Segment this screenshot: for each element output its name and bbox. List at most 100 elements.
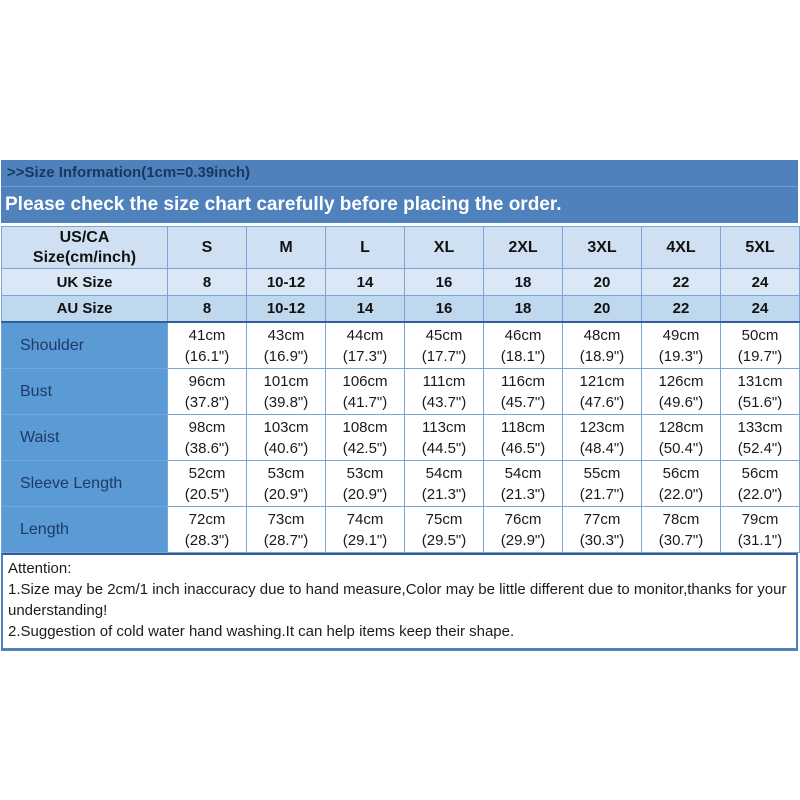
measure-cell: 48cm (18.9") [562,321,642,369]
measure-cm: 44cm [346,326,384,344]
measure-inch: (21.7") [579,485,625,503]
col-header-l: L [325,226,405,269]
measure-cm: 56cm [741,464,779,482]
measure-cell: 73cm (28.7") [246,506,326,553]
measure-inch: (19.3") [658,347,704,365]
attention-box: Attention: 1.Size may be 2cm/1 inch inac… [1,553,798,651]
measure-cm: 103cm [263,418,309,436]
measure-cm: 72cm [188,510,226,528]
measure-cm: 45cm [425,326,463,344]
col-header-5xl: 5XL [720,226,800,269]
measure-inch: (29.5") [421,531,467,549]
measure-cell: 54cm (21.3") [483,460,563,507]
measure-cm: 126cm [658,372,704,390]
au-size-value: 16 [404,295,484,323]
measure-cm: 96cm [188,372,226,390]
measure-cell: 78cm (30.7") [641,506,721,553]
measure-cm: 43cm [267,326,305,344]
attention-note-1: 1.Size may be 2cm/1 inch inaccuracy due … [8,581,787,619]
measure-cm: 108cm [342,418,388,436]
attention-note-2: 2.Suggestion of cold water hand washing.… [8,623,515,640]
measure-cm: 133cm [737,418,783,436]
corner-header-line1: US/CA [59,228,110,246]
measure-cm: 128cm [658,418,704,436]
measure-cm: 76cm [504,510,542,528]
measure-cell: 103cm (40.6") [246,414,326,461]
measure-cm: 75cm [425,510,463,528]
au-size-value: 10-12 [246,295,326,323]
measure-cm: 131cm [737,372,783,390]
measure-inch: (20.9") [342,485,388,503]
measure-cm: 118cm [501,418,545,436]
size-table: US/CA Size(cm/inch) S M L XL 2XL 3XL 4XL… [1,226,800,553]
measure-cm: 98cm [188,418,226,436]
measure-inch: (52.4") [737,439,783,457]
measure-cell: 53cm (20.9") [325,460,405,507]
measure-cm: 53cm [267,464,305,482]
measure-cm: 49cm [662,326,700,344]
uk-size-value: 8 [167,268,247,296]
attention-title: Attention: [8,560,72,577]
measure-inch: (28.7") [263,531,309,549]
col-header-m: M [246,226,326,269]
uk-size-value: 20 [562,268,642,296]
measure-cell: 131cm (51.6") [720,368,800,415]
measure-cell: 133cm (52.4") [720,414,800,461]
measure-cm: 79cm [741,510,779,528]
measure-inch: (44.5") [421,439,467,457]
measure-cell: 79cm (31.1") [720,506,800,553]
uk-size-label: UK Size [1,268,168,296]
measure-cell: 46cm (18.1") [483,321,563,369]
bust-label: Bust [1,368,168,415]
uk-size-value: 18 [483,268,563,296]
measure-cm: 113cm [422,418,466,436]
measure-cell: 77cm (30.3") [562,506,642,553]
uk-size-row: UK Size 8 10-12 14 16 18 20 22 24 [1,268,800,296]
measure-inch: (22.0") [658,485,704,503]
measure-inch: (17.7") [421,347,467,365]
measure-cm: 77cm [583,510,621,528]
measure-inch: (42.5") [342,439,388,457]
measure-cm: 78cm [662,510,700,528]
measure-inch: (41.7") [342,393,388,411]
measure-cell: 45cm (17.7") [404,321,484,369]
measure-cell: 56cm (22.0") [641,460,721,507]
au-size-value: 20 [562,295,642,323]
measure-cm: 54cm [425,464,463,482]
measure-cell: 113cm (44.5") [404,414,484,461]
measure-cell: 75cm (29.5") [404,506,484,553]
measure-cell: 98cm (38.6") [167,414,247,461]
measure-cell: 72cm (28.3") [167,506,247,553]
bust-row: Bust 96cm (37.8") 101cm (39.8") 106cm (41.7… [1,368,800,415]
measure-inch: (28.3") [184,531,230,549]
uk-size-value: 14 [325,268,405,296]
measure-inch: (30.7") [658,531,704,549]
corner-header: US/CA Size(cm/inch) [1,226,168,269]
measure-cell: 101cm (39.8") [246,368,326,415]
measure-inch: (38.6") [184,439,230,457]
measure-cm: 54cm [504,464,542,482]
uk-size-value: 22 [641,268,721,296]
measure-cell: 53cm (20.9") [246,460,326,507]
measure-cm: 74cm [346,510,384,528]
au-size-value: 14 [325,295,405,323]
measure-inch: (40.6") [263,439,309,457]
measure-inch: (16.1") [184,347,230,365]
measure-inch: (50.4") [658,439,704,457]
measure-inch: (21.3") [421,485,467,503]
measure-cm: 48cm [583,326,621,344]
measure-cm: 111cm [422,372,466,390]
col-header-2xl: 2XL [483,226,563,269]
measure-cell: 74cm (29.1") [325,506,405,553]
measure-inch: (29.1") [342,531,388,549]
uk-size-value: 24 [720,268,800,296]
measure-cell: 44cm (17.3") [325,321,405,369]
waist-label: Waist [1,414,168,461]
measure-cell: 41cm (16.1") [167,321,247,369]
measure-cell: 123cm (48.4") [562,414,642,461]
measure-cell: 126cm (49.6") [641,368,721,415]
shoulder-row: Shoulder 41cm (16.1") 43cm (16.9") 44cm (17… [1,321,800,369]
measure-cell: 118cm (46.5") [483,414,563,461]
measure-inch: (17.3") [342,347,388,365]
measure-inch: (48.4") [579,439,625,457]
